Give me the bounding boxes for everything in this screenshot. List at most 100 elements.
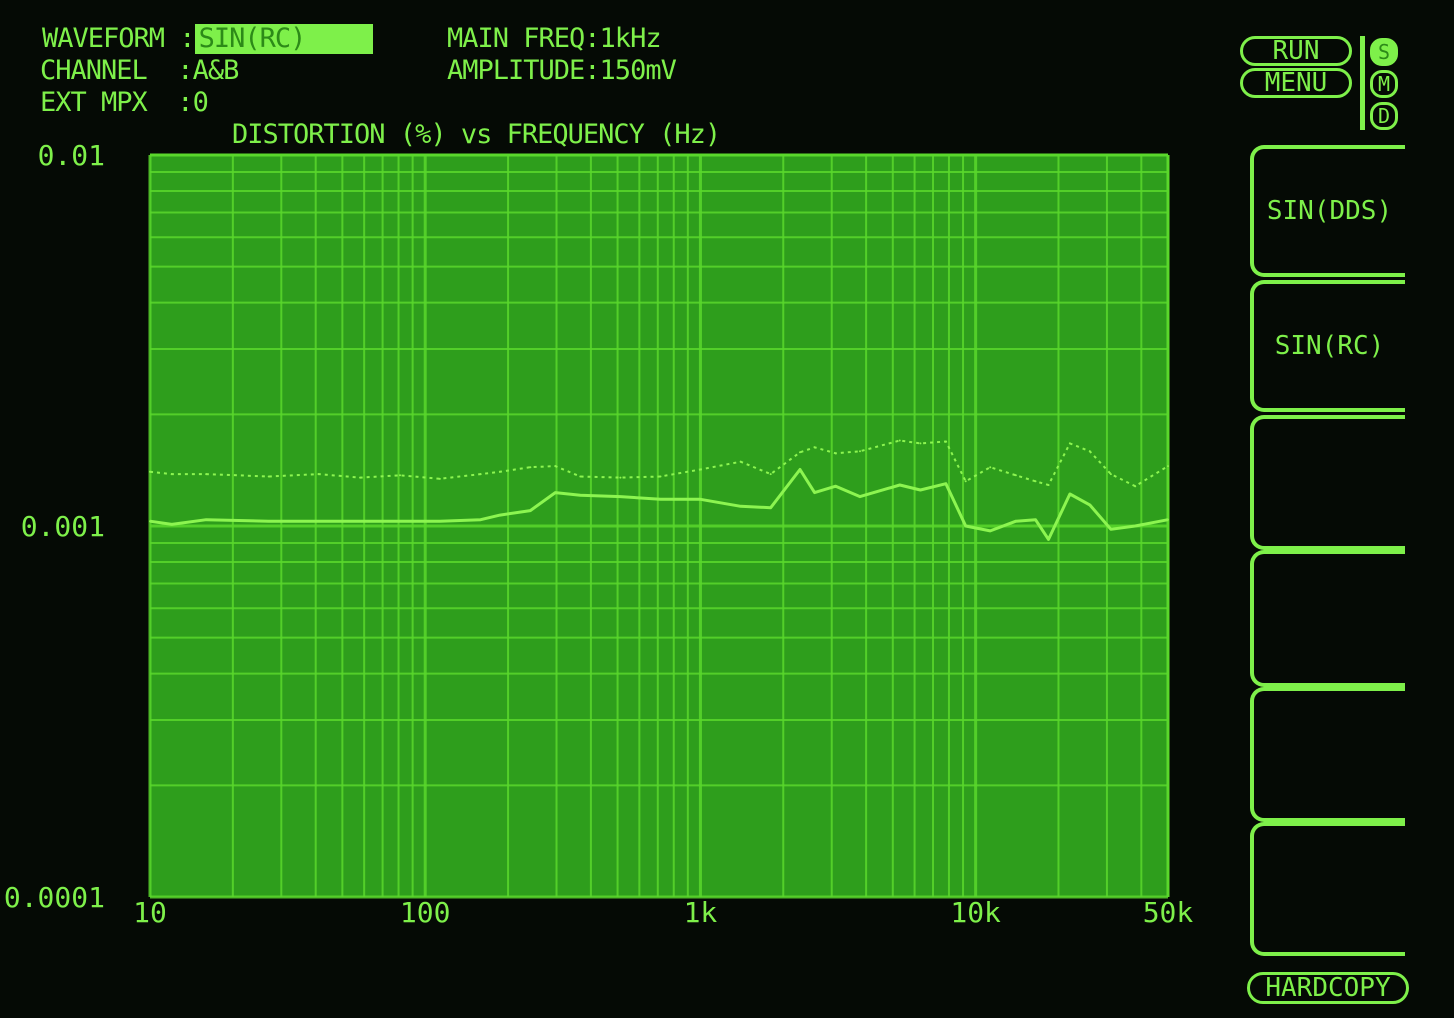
amplitude: AMPLITUDE:150mV — [447, 55, 677, 86]
data-point — [739, 460, 742, 463]
data-point — [1014, 520, 1017, 523]
channel-row: CHANNEL :A&B — [40, 55, 240, 86]
data-point — [1047, 483, 1050, 486]
data-point — [898, 439, 901, 442]
data-point — [1034, 480, 1037, 483]
data-point — [170, 523, 173, 526]
indicator-d: D — [1370, 102, 1398, 130]
data-point — [964, 480, 967, 483]
data-point — [267, 520, 270, 523]
x-tick-label: 1k — [684, 896, 718, 929]
data-point — [1034, 518, 1037, 521]
data-point — [479, 473, 482, 476]
ext-mpx-label: EXT MPX : — [40, 87, 194, 118]
data-point — [798, 451, 801, 454]
y-tick-label: 0.01 — [38, 139, 105, 172]
data-point — [359, 476, 362, 479]
data-point — [579, 494, 582, 497]
data-point — [619, 495, 622, 498]
ext-mpx-row: EXT MPX :0 — [40, 87, 209, 118]
channel-value: A&B — [192, 55, 240, 86]
x-tick-label: 50k — [1143, 896, 1194, 929]
softkey-sin-rc[interactable]: SIN(RC) — [1250, 280, 1405, 412]
data-point — [858, 450, 861, 453]
data-point — [149, 520, 151, 523]
indicator-m: M — [1370, 70, 1398, 98]
data-point — [267, 475, 270, 478]
data-point — [919, 489, 922, 492]
data-point — [989, 529, 992, 532]
softkey-5[interactable] — [1250, 687, 1405, 822]
data-point — [964, 525, 967, 527]
y-tick-label: 0.001 — [21, 510, 105, 543]
indicator-s: S — [1370, 38, 1398, 66]
series-dotted-line — [149, 439, 1169, 488]
data-point — [529, 509, 532, 512]
data-point — [438, 520, 441, 523]
data-point — [944, 482, 947, 485]
data-point — [919, 442, 922, 445]
data-point — [834, 452, 837, 455]
data-point — [619, 476, 622, 479]
waveform-row: WAVEFORM : SIN(RC) — [42, 24, 373, 54]
data-point — [438, 477, 441, 480]
softkey-4[interactable] — [1250, 550, 1405, 687]
data-point — [798, 468, 801, 471]
data-point — [399, 474, 402, 477]
main-freq: MAIN FREQ:1kHz — [447, 23, 662, 54]
data-point — [989, 466, 992, 469]
data-point — [1014, 474, 1017, 477]
data-point — [699, 498, 702, 501]
x-tick-label: 10 — [133, 896, 167, 929]
softkey-6[interactable] — [1250, 822, 1405, 956]
data-point — [1134, 485, 1137, 488]
data-point — [858, 495, 861, 498]
waveform-value[interactable]: SIN(RC) — [194, 24, 373, 54]
data-point — [834, 485, 837, 488]
data-point — [813, 491, 816, 494]
hardcopy-button[interactable]: HARDCOPY — [1247, 972, 1409, 1004]
data-point — [1167, 465, 1169, 468]
data-point — [149, 470, 151, 473]
data-point — [739, 505, 742, 508]
data-point — [205, 473, 208, 476]
data-point — [1068, 492, 1071, 495]
softkey-3[interactable] — [1250, 415, 1405, 550]
ext-mpx-value: 0 — [192, 87, 209, 118]
data-point — [317, 520, 320, 523]
chart-title: DISTORTION (%) vs FREQUENCY (Hz) — [232, 119, 721, 150]
data-point — [1109, 528, 1112, 531]
data-point — [1088, 503, 1091, 506]
data-point — [554, 465, 557, 468]
waveform-label: WAVEFORM : — [42, 23, 196, 54]
y-tick-label: 0.0001 — [4, 881, 105, 914]
data-point — [944, 440, 947, 443]
data-point — [579, 475, 582, 478]
data-point — [1047, 538, 1050, 541]
data-point — [499, 514, 502, 517]
data-point — [170, 473, 173, 476]
data-point — [529, 466, 532, 469]
data-point — [1088, 450, 1091, 453]
channel-label: CHANNEL : — [40, 55, 194, 86]
data-point — [1068, 442, 1071, 445]
data-point — [659, 498, 662, 501]
x-tick-label: 10k — [950, 896, 1001, 929]
data-point — [554, 491, 557, 494]
softkey-sin-dds[interactable]: SIN(DDS) — [1250, 145, 1405, 277]
data-point — [479, 518, 482, 521]
data-point — [813, 446, 816, 449]
data-point — [769, 473, 772, 476]
data-point — [898, 483, 901, 486]
data-point — [699, 468, 702, 471]
data-point — [769, 506, 772, 509]
menu-button[interactable]: MENU — [1240, 68, 1352, 98]
run-button[interactable]: RUN — [1240, 36, 1352, 66]
data-point — [1109, 473, 1112, 476]
data-point — [1167, 518, 1169, 521]
data-point — [659, 475, 662, 478]
data-point — [499, 470, 502, 473]
data-point — [1134, 525, 1137, 527]
x-tick-label: 100 — [400, 896, 451, 929]
